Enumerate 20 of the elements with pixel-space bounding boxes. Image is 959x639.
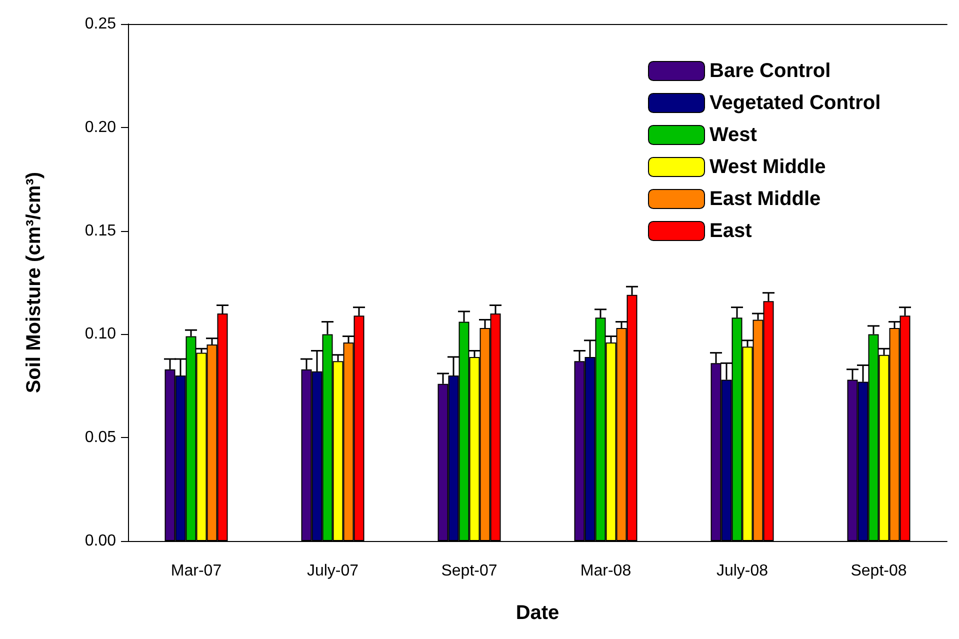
- x-tick-label: July-08: [716, 562, 768, 580]
- legend-label: West: [710, 124, 758, 146]
- x-axis-title: Date: [516, 602, 560, 624]
- y-tick-label: 0.05: [84, 429, 116, 446]
- y-tick-label: 0.20: [84, 118, 116, 136]
- y-tick-label: 0.25: [84, 16, 116, 32]
- legend-label: Vegetated Control: [710, 92, 881, 114]
- y-tick-label: 0.00: [84, 532, 116, 550]
- legend-label: West Middle: [710, 156, 826, 178]
- x-tick-label: Mar-08: [580, 562, 632, 580]
- y-tick-label: 0.10: [84, 326, 116, 343]
- x-tick-label: Sept-08: [850, 562, 907, 580]
- legend-label: East: [710, 220, 752, 242]
- legend-label: East Middle: [710, 188, 821, 210]
- legend-label: Bare Control: [710, 60, 831, 82]
- y-tick-label: 0.15: [84, 222, 116, 240]
- x-tick-label: Sept-07: [441, 562, 498, 580]
- x-tick-label: July-07: [306, 562, 359, 580]
- x-tick-label: Mar-07: [170, 562, 222, 580]
- y-axis-title: Soil Moisture (cm³/cm³): [23, 172, 45, 394]
